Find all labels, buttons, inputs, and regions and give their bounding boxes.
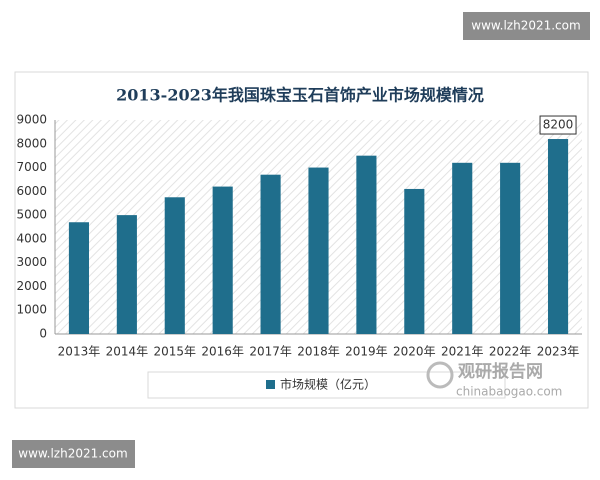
- x-tick-label: 2013年: [58, 345, 101, 359]
- legend-label: 市场规模（亿元）: [280, 377, 376, 392]
- logo-site: chinabaogao.com: [456, 385, 562, 399]
- y-tick-label: 3000: [16, 255, 47, 269]
- y-tick-label: 9000: [16, 113, 47, 127]
- watermark-box: [463, 12, 590, 40]
- x-tick-label: 2018年: [297, 345, 340, 359]
- watermark-box: [12, 440, 135, 468]
- value-label-box: [539, 115, 577, 135]
- bar: [212, 186, 233, 334]
- bar: [68, 222, 90, 334]
- y-tick-label: 4000: [16, 231, 47, 245]
- legend-swatch: [266, 380, 275, 389]
- y-tick-label: 8000: [16, 136, 47, 150]
- x-tick-label: 2014年: [106, 345, 149, 359]
- x-tick-label: 2023年: [537, 345, 580, 359]
- bar: [356, 155, 377, 334]
- x-tick-label: 2022年: [489, 345, 532, 359]
- y-tick-label: 1000: [16, 303, 47, 317]
- value-label: 8200: [543, 118, 574, 132]
- bar: [547, 139, 569, 334]
- bar: [452, 162, 473, 334]
- bar: [404, 188, 425, 334]
- x-tick-label: 2019年: [345, 345, 388, 359]
- bar: [260, 174, 281, 334]
- y-tick-label: 5000: [16, 208, 47, 222]
- bar: [116, 215, 137, 334]
- logo-name: 观研报告网: [457, 361, 543, 382]
- x-tick-label: 2020年: [393, 345, 436, 359]
- y-tick-label: 0: [39, 327, 47, 341]
- y-tick-label: 6000: [16, 184, 47, 198]
- bar: [308, 167, 329, 334]
- x-tick-label: 2017年: [249, 345, 292, 359]
- x-tick-label: 2016年: [201, 345, 244, 359]
- logo-icon: [426, 361, 454, 389]
- x-tick-label: 2021年: [441, 345, 484, 359]
- chart-title: 2013-2023年我国珠宝玉石首饰产业市场规模情况: [116, 86, 484, 105]
- y-tick-label: 7000: [16, 160, 47, 174]
- bar: [164, 197, 185, 334]
- bar: [500, 162, 521, 334]
- x-tick-label: 2015年: [153, 345, 196, 359]
- y-tick-label: 2000: [16, 279, 47, 293]
- watermark: www.lzh2021.com: [18, 447, 127, 461]
- watermark: www.lzh2021.com: [471, 19, 580, 33]
